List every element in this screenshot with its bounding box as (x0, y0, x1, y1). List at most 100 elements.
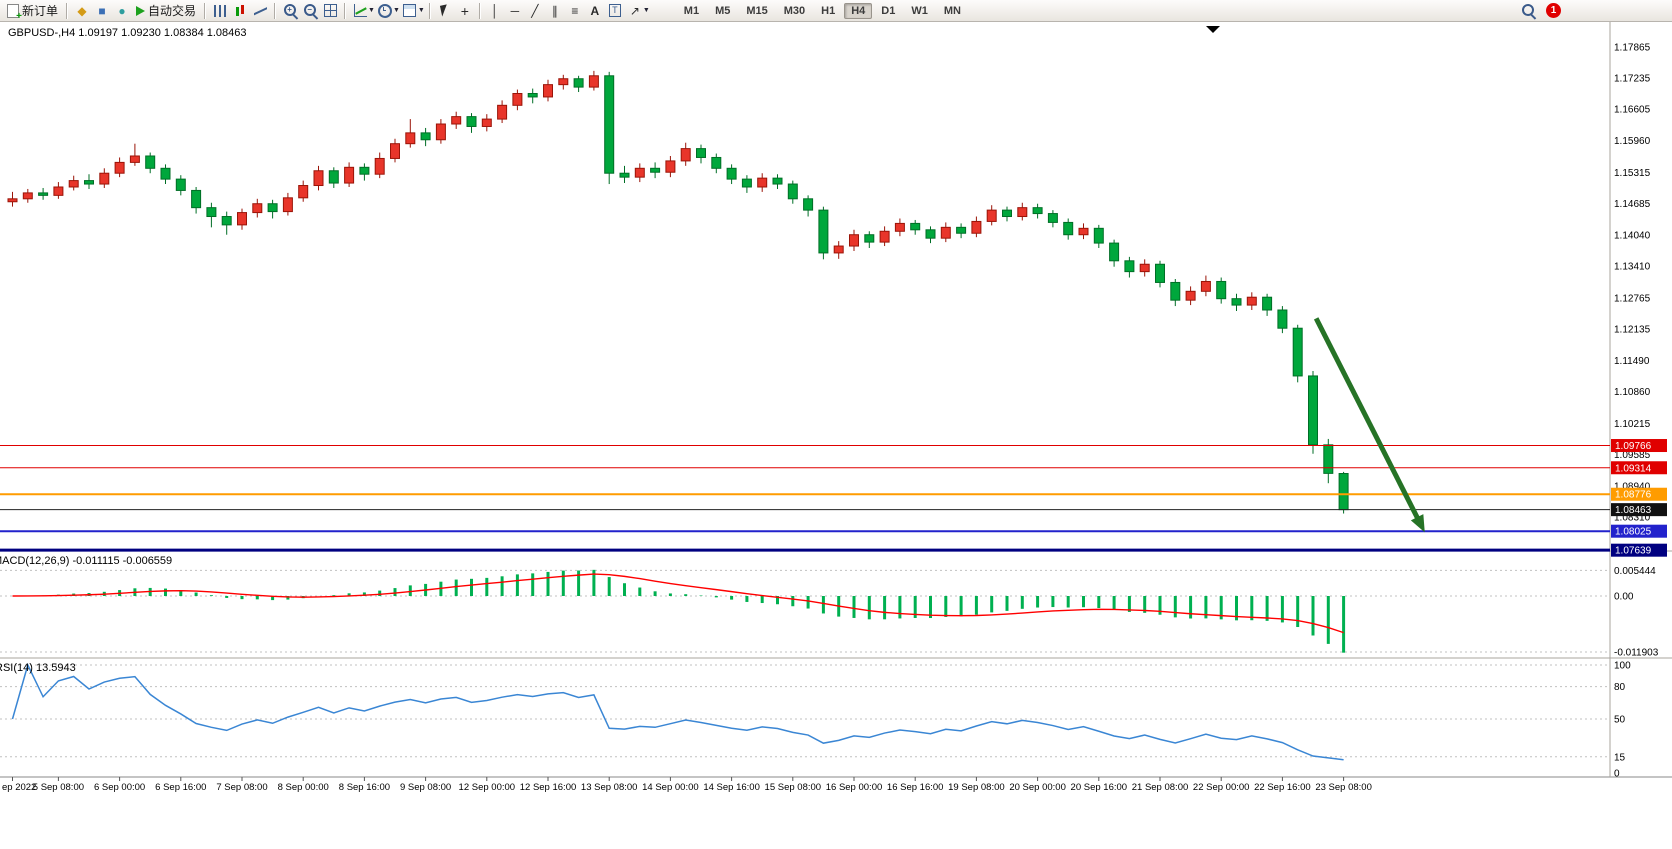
timeframe-m15-button[interactable]: M15 (746, 4, 768, 17)
svg-text:-0.011903: -0.011903 (1614, 648, 1659, 659)
svg-text:9 Sep 08:00: 9 Sep 08:00 (400, 782, 451, 793)
svg-text:6 Sep 16:00: 6 Sep 16:00 (155, 782, 206, 793)
periods-dropdown-icon[interactable]: ▼ (392, 7, 400, 14)
indicators-icon[interactable] (350, 2, 370, 19)
svg-text:1.11490: 1.11490 (1614, 356, 1650, 367)
svg-text:14 Sep 16:00: 14 Sep 16:00 (703, 782, 760, 793)
zoom-in-icon[interactable]: + (280, 2, 300, 20)
data-window-icon[interactable]: ■ (98, 3, 106, 18)
svg-text:15 Sep 08:00: 15 Sep 08:00 (765, 782, 822, 793)
trend-arrow[interactable] (1313, 317, 1425, 533)
price-badge: 1.08463 (1611, 503, 1667, 517)
templates-icon[interactable] (400, 2, 420, 19)
price-axis: 1.17865 1.17235 1.16605 1.15960 1.15315 1.146… (1614, 43, 1651, 524)
timeframe-mn-button[interactable]: MN (943, 4, 961, 17)
timeframe-h4-button[interactable]: H4 (844, 2, 873, 19)
text-tool-icon[interactable]: A (590, 3, 600, 18)
svg-text:1.09766: 1.09766 (1615, 441, 1652, 452)
svg-text:100: 100 (1614, 661, 1631, 672)
navigator-icon[interactable]: ● (118, 3, 126, 18)
macd-panel: 0.005444 0.00 -0.011903 (0, 566, 1659, 659)
channel-tool-icon[interactable]: ∥ (551, 3, 558, 18)
svg-text:1.10860: 1.10860 (1614, 387, 1651, 398)
toolbar-right-tools: 1 (1518, 2, 1561, 20)
price-badge: 1.08776 (1611, 487, 1667, 501)
svg-text:ep 2022: ep 2022 (2, 782, 36, 793)
svg-text:1.07639: 1.07639 (1615, 546, 1652, 557)
svg-text:1.08940: 1.08940 (1614, 482, 1651, 493)
hlines-layer[interactable] (0, 445, 1610, 552)
svg-text:50: 50 (1614, 715, 1626, 726)
svg-text:1.09314: 1.09314 (1615, 463, 1652, 474)
timeframe-d1-button[interactable]: D1 (881, 4, 896, 17)
svg-text:1.17865: 1.17865 (1614, 43, 1651, 54)
crosshair-tool-icon[interactable]: + (460, 2, 469, 19)
market-watch-icon[interactable]: ◆ (77, 3, 87, 18)
arrows-dropdown-icon[interactable]: ▼ (642, 7, 650, 14)
zoom-out-icon[interactable]: − (300, 2, 320, 20)
autotrade-play-icon (136, 5, 146, 16)
svg-text:1.09585: 1.09585 (1614, 450, 1651, 461)
timeframe-m30-button[interactable]: M30 (783, 4, 806, 17)
new-order-label: 新订单 (22, 4, 59, 18)
toolbar-separator (66, 2, 69, 19)
toolbar-separator (428, 2, 431, 19)
svg-text:1.15960: 1.15960 (1614, 136, 1651, 147)
svg-text:21 Sep 08:00: 21 Sep 08:00 (1132, 782, 1189, 793)
svg-text:1.10215: 1.10215 (1614, 419, 1651, 430)
svg-text:20 Sep 16:00: 20 Sep 16:00 (1071, 782, 1128, 793)
svg-text:12 Sep 16:00: 12 Sep 16:00 (520, 782, 577, 793)
svg-text:0: 0 (1614, 769, 1620, 780)
templates-dropdown-icon[interactable]: ▼ (417, 7, 425, 14)
line-chart-icon[interactable] (250, 2, 270, 19)
fibonacci-tool-icon[interactable]: ≡ (571, 3, 579, 18)
rsi-panel: 100 80 50 15 0 (0, 661, 1631, 780)
svg-text:12 Sep 00:00: 12 Sep 00:00 (459, 782, 516, 793)
trendline-tool-icon[interactable]: ╱ (531, 3, 539, 18)
autotrade-button[interactable]: 自动交易 (132, 1, 200, 20)
textbox-tool-icon[interactable]: T (605, 2, 625, 19)
svg-text:13 Sep 08:00: 13 Sep 08:00 (581, 782, 638, 793)
svg-text:7 Sep 08:00: 7 Sep 08:00 (216, 782, 267, 793)
indicators-dropdown-icon[interactable]: ▼ (368, 7, 375, 14)
toolbar-separator (274, 2, 277, 19)
vertical-line-tool-icon[interactable]: │ (491, 3, 499, 18)
svg-text:1.16605: 1.16605 (1614, 104, 1651, 115)
timeframe-m1-button[interactable]: M1 (683, 4, 700, 17)
svg-text:20 Sep 00:00: 20 Sep 00:00 (1009, 782, 1066, 793)
svg-text:16 Sep 00:00: 16 Sep 00:00 (826, 782, 883, 793)
arrows-tool-icon[interactable]: ↗ (629, 3, 640, 18)
chart-shift-marker[interactable] (1206, 26, 1220, 33)
search-icon[interactable] (1518, 2, 1538, 20)
svg-text:1.08310: 1.08310 (1614, 513, 1651, 524)
svg-text:15: 15 (1614, 752, 1626, 763)
tile-windows-icon[interactable] (320, 2, 340, 19)
svg-text:16 Sep 16:00: 16 Sep 16:00 (887, 782, 944, 793)
timeframe-w1-button[interactable]: W1 (911, 4, 928, 17)
svg-text:5 Sep 08:00: 5 Sep 08:00 (33, 782, 84, 793)
periods-icon[interactable] (375, 2, 395, 19)
svg-text:8 Sep 00:00: 8 Sep 00:00 (278, 782, 329, 793)
svg-text:1.08025: 1.08025 (1615, 527, 1652, 538)
bar-chart-icon[interactable] (210, 2, 230, 19)
candlestick-chart-icon[interactable] (230, 2, 250, 19)
svg-text:22 Sep 00:00: 22 Sep 00:00 (1193, 782, 1250, 793)
svg-text:14 Sep 00:00: 14 Sep 00:00 (642, 782, 699, 793)
svg-text:1.15315: 1.15315 (1614, 168, 1651, 179)
horizontal-line-tool-icon[interactable]: ─ (510, 3, 520, 18)
svg-text:1.12765: 1.12765 (1614, 293, 1651, 304)
svg-text:22 Sep 16:00: 22 Sep 16:00 (1254, 782, 1311, 793)
panel-separators (0, 22, 1672, 778)
notification-badge[interactable]: 1 (1546, 3, 1561, 18)
cursor-tool-icon[interactable] (435, 2, 455, 19)
timeframe-m5-button[interactable]: M5 (715, 4, 731, 17)
timeframe-group: M1 M5 M15 M30 H1 H4 D1 W1 MN (676, 2, 969, 19)
price-badge: 1.08025 (1611, 524, 1667, 538)
new-order-button[interactable]: 新订单 (3, 1, 62, 22)
timeframe-h1-button[interactable]: H1 (821, 4, 836, 17)
svg-text:0.005444: 0.005444 (1614, 566, 1656, 577)
candles-layer[interactable] (7, 70, 1349, 514)
svg-text:80: 80 (1614, 682, 1626, 693)
